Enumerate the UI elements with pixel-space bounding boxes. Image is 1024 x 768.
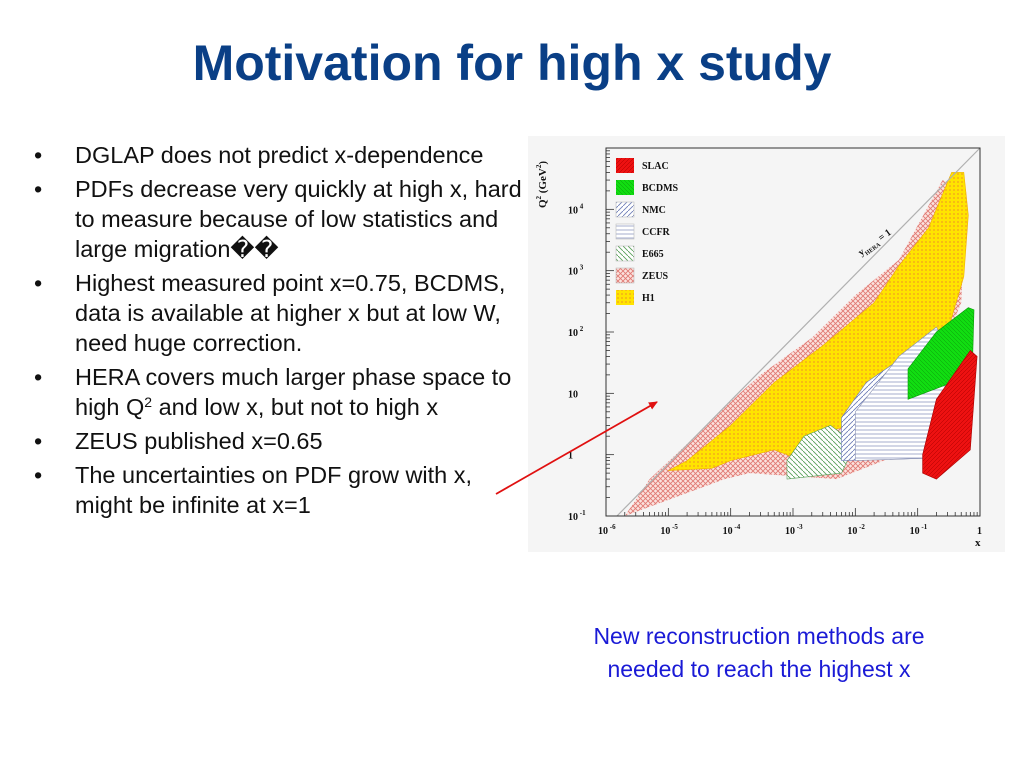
bullet-item: • ZEUS published x=0.65	[28, 426, 528, 456]
x-tick-label: 10 -1	[910, 523, 928, 537]
regions-layer	[624, 172, 978, 516]
y-tick-label: 1	[568, 451, 573, 462]
bullet-dot: •	[34, 176, 43, 202]
superscript: 2	[144, 394, 153, 410]
kinematic-limit-line	[616, 147, 981, 517]
bullet-dot: •	[34, 270, 43, 296]
region-slac	[922, 350, 978, 480]
x-tick-label: 1	[977, 526, 982, 537]
legend-item-ccfr: CCFR	[615, 223, 671, 240]
bullet-dot: •	[34, 142, 43, 168]
x-tick-labels: 10 -6 10 -5 10 -4 10 -3 10 -2 10 -1 1	[598, 523, 982, 537]
bullet-dot: •	[34, 364, 43, 390]
y-axis-label-unit: (GeV	[537, 168, 549, 196]
legend-item-bcdms: BCDMS	[616, 180, 679, 195]
y-axis-label-unit-sup: 2	[535, 164, 543, 168]
legend-swatch	[616, 290, 634, 305]
legend-swatch	[615, 223, 635, 240]
y-tick-label: 10 -1	[568, 509, 586, 523]
bullet-item: • HERA covers much larger phase space to …	[28, 362, 528, 422]
bullet-item: • DGLAP does not predict x-dependence	[28, 140, 528, 170]
x-tick-label: 10 -4	[723, 523, 741, 537]
legend-item-h1: H1	[616, 290, 655, 305]
x-tick-label: 10 -2	[847, 523, 865, 537]
x-tick-label: 10 -5	[660, 523, 678, 537]
legend-label: SLAC	[642, 161, 669, 172]
y-axis-label-main: Q	[537, 199, 549, 208]
legend-item-e665: E665	[615, 245, 664, 262]
bullet-text: DGLAP does not predict x-dependence	[75, 142, 484, 168]
x-axis-label: x	[975, 537, 981, 549]
bullet-text: The uncertainties on PDF grow with x, mi…	[75, 462, 473, 518]
legend-label: CCFR	[642, 227, 671, 238]
bullet-text: PDFs decrease very quickly at high x, ha…	[75, 176, 522, 262]
bullet-dot: •	[34, 428, 43, 454]
y-tick-label: 10 3	[568, 264, 584, 278]
bullet-dot: •	[34, 462, 43, 488]
legend-swatch	[616, 180, 634, 195]
legend-item-zeus: ZEUS	[615, 267, 669, 284]
legend-label: E665	[642, 249, 664, 260]
y-tick-label: 10 2	[568, 325, 584, 339]
bullet-item: • PDFs decrease very quickly at high x, h…	[28, 174, 528, 264]
bullet-text: HERA covers much larger phase space to h…	[75, 364, 512, 420]
y-tick-label: 10 4	[568, 202, 584, 216]
x-tick-label: 10 -3	[785, 523, 803, 537]
y-tick-label: 10	[568, 389, 578, 400]
bullet-item: • The uncertainties on PDF grow with x, m…	[28, 460, 528, 520]
bullet-list: • DGLAP does not predict x-dependence • PD…	[28, 140, 528, 524]
caption-line: needed to reach the highest x	[607, 656, 911, 682]
slide-title: Motivation for high x study	[192, 35, 832, 91]
y-axis-label-close: )	[537, 161, 549, 165]
y-axis-label: Q2 (GeV2)	[535, 161, 549, 208]
legend-swatch	[615, 267, 635, 284]
bullet-text: Highest measured point x=0.75, BCDMS, da…	[75, 270, 506, 356]
legend-label: ZEUS	[642, 271, 669, 282]
bullet-item: • Highest measured point x=0.75, BCDMS, d…	[28, 268, 528, 358]
legend-label: H1	[642, 293, 655, 304]
chart-legend: SLAC BCDMS NMC CCFR E665 ZEUS H1	[615, 158, 679, 305]
bullet-text: ZEUS published x=0.65	[75, 428, 323, 454]
legend-swatch	[615, 245, 635, 262]
kinematic-limit-main: y	[856, 247, 867, 259]
caption-line: New reconstruction methods are	[593, 623, 925, 649]
legend-swatch	[615, 201, 635, 218]
legend-label: BCDMS	[642, 183, 679, 194]
region-e665	[786, 425, 856, 480]
legend-label: NMC	[642, 205, 666, 216]
ticks-layer	[605, 147, 981, 517]
legend-item-slac: SLAC	[616, 158, 669, 173]
x-tick-label: 10 -6	[598, 523, 616, 537]
legend-item-nmc: NMC	[615, 201, 666, 218]
legend-swatch	[616, 158, 634, 173]
y-axis-label-sup: 2	[535, 195, 543, 199]
bullet-text: and low x, but not to high x	[152, 394, 439, 420]
caption: New reconstruction methods are needed to…	[524, 620, 994, 686]
